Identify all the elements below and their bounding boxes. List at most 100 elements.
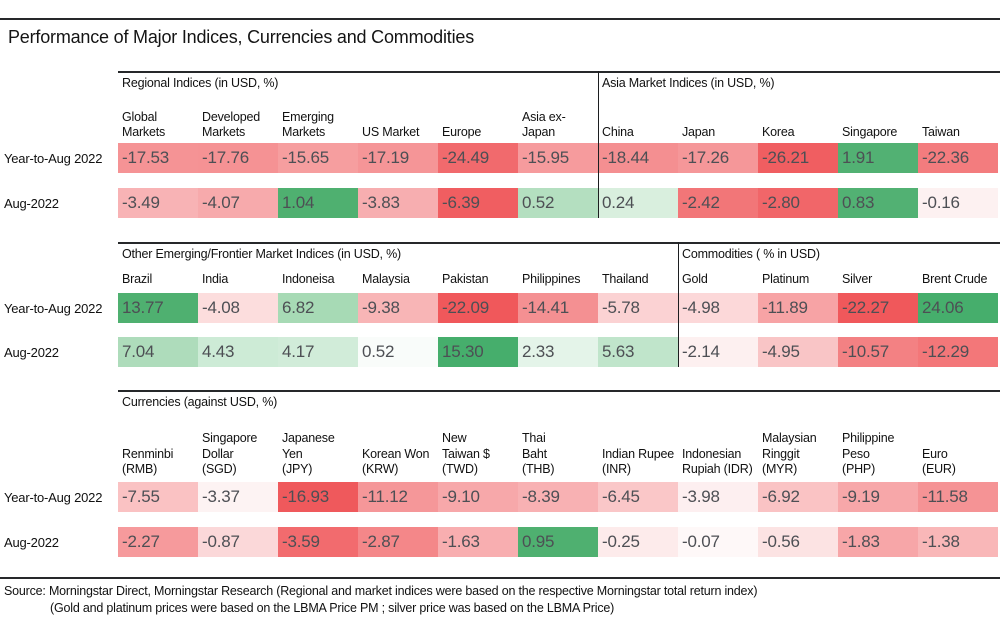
- column-header: Singapore Dollar (SGD): [198, 410, 278, 478]
- column-header-line: Baht: [522, 446, 547, 461]
- column-header-line: Europe: [442, 125, 482, 140]
- column-header-line: Markets: [122, 125, 166, 140]
- row-label: Year-to-Aug 2022: [4, 489, 103, 505]
- value-cell: -11.58: [918, 482, 998, 512]
- column-header-line: Emerging: [282, 109, 334, 124]
- column-header: Pakistan: [438, 262, 518, 288]
- value-cell: -4.07: [198, 188, 278, 218]
- group-header-row: Regional Indices (in USD, %) Asia Market …: [118, 73, 1000, 91]
- value-cell: -24.49: [438, 143, 518, 173]
- value-cell: 13.77: [118, 293, 198, 323]
- section-emerging-commodities: Other Emerging/Frontier Market Indices (…: [0, 242, 1000, 367]
- value-cell: -26.21: [758, 143, 838, 173]
- value-cell: -2.80: [758, 188, 838, 218]
- column-header: US Market: [358, 91, 438, 141]
- source-footer: Source: Morningstar Direct, Morningstar …: [0, 577, 1000, 615]
- column-header: Developed Markets: [198, 91, 278, 141]
- row-label: Aug-2022: [4, 195, 59, 211]
- group-header: Commodities ( % in USD): [682, 247, 820, 261]
- group-header: Regional Indices (in USD, %): [122, 76, 279, 90]
- value-cell: 24.06: [918, 293, 998, 323]
- section-regional-asia-indices: Regional Indices (in USD, %) Asia Market …: [0, 71, 1000, 218]
- value-cell: -2.27: [118, 527, 198, 557]
- column-header-line: (KRW): [362, 462, 399, 477]
- value-cell: -1.83: [838, 527, 918, 557]
- value-cell: -6.92: [758, 482, 838, 512]
- column-header: Indoneisa: [278, 262, 358, 288]
- value-cell: -0.25: [598, 527, 678, 557]
- value-cell: -5.78: [598, 293, 678, 323]
- value-cell: -3.83: [358, 188, 438, 218]
- value-cell: 1.04: [278, 188, 358, 218]
- column-header: Euro (EUR): [918, 410, 998, 478]
- column-header-line: Indonesian: [682, 446, 742, 461]
- table-row: Year-to-Aug 2022 -7.55 -3.37 -16.93 -11.12 -9…: [0, 482, 1000, 512]
- value-cell: -3.37: [198, 482, 278, 512]
- column-header-line: US Market: [362, 125, 420, 140]
- column-header-line: (INR): [602, 462, 631, 477]
- table-row: Aug-2022 -2.27 -0.87 -3.59 -2.87 -1.63 0.95 -0.…: [0, 527, 1000, 557]
- value-cell: -6.39: [438, 188, 518, 218]
- value-cell: -17.19: [358, 143, 438, 173]
- column-header-line: Korean Won: [362, 446, 430, 461]
- row-label: Year-to-Aug 2022: [4, 300, 103, 316]
- value-cell: 4.43: [198, 337, 278, 367]
- column-header-line: (THB): [522, 462, 555, 477]
- column-header-line: (JPY): [282, 462, 313, 477]
- column-header-line: India: [202, 272, 229, 287]
- value-cell: -17.53: [118, 143, 198, 173]
- column-header: Brent Crude: [918, 262, 998, 288]
- column-header: Gold: [678, 262, 758, 288]
- value-cell: -9.38: [358, 293, 438, 323]
- value-cell: 0.24: [598, 188, 678, 218]
- column-header-line: New: [442, 430, 467, 445]
- value-cell: -22.36: [918, 143, 998, 173]
- value-cell: 0.52: [518, 188, 598, 218]
- column-header: China: [598, 91, 678, 141]
- value-cell: -12.29: [918, 337, 998, 367]
- column-header-line: Pakistan: [442, 272, 489, 287]
- column-header: Japanese Yen (JPY): [278, 410, 358, 478]
- column-header-line: (RMB): [122, 462, 158, 477]
- value-cell: 0.83: [838, 188, 918, 218]
- column-header-line: China: [602, 125, 634, 140]
- section-currencies: Currencies (against USD, %) Renminbi (RMB)…: [0, 390, 1000, 557]
- group-header-row: Other Emerging/Frontier Market Indices (…: [118, 244, 1000, 262]
- column-header-line: Brent Crude: [922, 272, 988, 287]
- column-header-line: Philippines: [522, 272, 581, 287]
- value-cell: -0.07: [678, 527, 758, 557]
- column-header-line: Philippine: [842, 430, 895, 445]
- column-header-line: (MYR): [762, 462, 798, 477]
- value-cell: -15.65: [278, 143, 358, 173]
- value-cell: -3.59: [278, 527, 358, 557]
- column-header: Malaysia: [358, 262, 438, 288]
- column-header-line: (SGD): [202, 462, 237, 477]
- value-cell: -9.19: [838, 482, 918, 512]
- group-header-row: Currencies (against USD, %): [118, 392, 1000, 410]
- value-cell: -4.95: [758, 337, 838, 367]
- column-header-line: Singapore: [202, 430, 258, 445]
- column-header: Japan: [678, 91, 758, 141]
- table-row: Year-to-Aug 2022 13.77 -4.08 6.82 -9.38 -22.0…: [0, 293, 1000, 323]
- column-header-line: Singapore: [842, 125, 898, 140]
- value-cell: 4.17: [278, 337, 358, 367]
- column-header-line: Japanese: [282, 430, 335, 445]
- column-header-line: Korea: [762, 125, 795, 140]
- column-header: Asia ex- Japan: [518, 91, 598, 141]
- table-row: Aug-2022 -3.49 -4.07 1.04 -3.83 -6.39 0.52 0.24…: [0, 188, 1000, 218]
- column-header-line: Brazil: [122, 272, 153, 287]
- column-header-line: Markets: [202, 125, 246, 140]
- column-header: Renminbi (RMB): [118, 410, 198, 478]
- value-cell: -3.49: [118, 188, 198, 218]
- column-header-line: Developed: [202, 109, 260, 124]
- value-cell: -18.44: [598, 143, 678, 173]
- column-header-line: Yen: [282, 446, 303, 461]
- value-cell: 6.82: [278, 293, 358, 323]
- column-header-line: Asia ex-: [522, 109, 566, 124]
- value-cell: -1.63: [438, 527, 518, 557]
- row-label: Aug-2022: [4, 534, 59, 550]
- value-cell: 2.33: [518, 337, 598, 367]
- column-header: Korean Won (KRW): [358, 410, 438, 478]
- column-header-row: Renminbi (RMB) Singapore Dollar (SGD) Japanes…: [118, 410, 1000, 478]
- value-cell: -2.42: [678, 188, 758, 218]
